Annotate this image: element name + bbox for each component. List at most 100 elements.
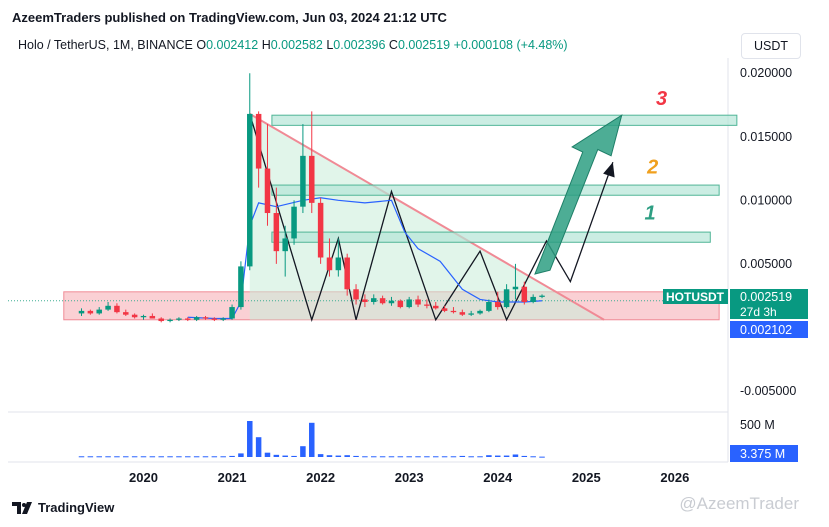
candle xyxy=(87,309,94,315)
volume-bar xyxy=(105,456,111,458)
candle-body xyxy=(300,155,306,207)
candle-body xyxy=(512,286,519,290)
candle-body xyxy=(167,319,173,322)
candle-body xyxy=(220,318,226,320)
candle-body xyxy=(229,307,235,319)
tradingview-logo-icon xyxy=(12,501,32,514)
candle-body xyxy=(247,113,253,267)
candle xyxy=(362,294,368,308)
symbol-name[interactable]: Holo / TetherUS, 1M, BINANCE xyxy=(18,38,193,52)
candle-body xyxy=(353,289,359,300)
candle xyxy=(167,318,173,323)
volume-bar xyxy=(96,456,102,458)
target-label-3: 3 xyxy=(656,88,667,110)
candle-body xyxy=(282,238,288,252)
candle xyxy=(459,309,466,316)
publisher-line: AzeemTraders published on TradingView.co… xyxy=(12,10,447,25)
candle-body xyxy=(424,304,430,306)
candle-body xyxy=(193,317,200,320)
volume-bar xyxy=(123,456,129,458)
candle xyxy=(486,299,492,313)
candle-body xyxy=(264,168,271,214)
last-price-tag xyxy=(730,289,808,319)
candle xyxy=(158,317,164,323)
high-value: 0.002582 xyxy=(270,38,323,52)
volume-bar xyxy=(539,456,545,458)
volume-bar xyxy=(229,455,235,457)
ma-price-text: 0.002102 xyxy=(740,323,792,337)
candle-body xyxy=(140,315,147,318)
candle xyxy=(282,225,288,277)
candle xyxy=(371,294,377,305)
candle-body xyxy=(362,299,368,302)
candle xyxy=(335,238,342,277)
currency-selector[interactable]: USDT xyxy=(741,33,801,59)
volume-bar xyxy=(371,456,377,458)
candle-body xyxy=(291,206,297,239)
volume-bar xyxy=(362,456,368,458)
candle xyxy=(255,111,262,188)
candle xyxy=(539,294,545,299)
ohlc-values: O0.002412 H0.002582 L0.002396 C0.002519 … xyxy=(196,38,567,52)
candle-body xyxy=(397,300,404,308)
candle xyxy=(309,111,315,214)
candle xyxy=(379,295,386,305)
volume-bar xyxy=(468,456,474,458)
candle-body xyxy=(158,318,164,322)
volume-bar xyxy=(397,456,404,458)
volume-bar xyxy=(282,455,288,457)
volume-bar xyxy=(432,456,439,458)
target-zone-3 xyxy=(271,114,738,126)
high-key: H xyxy=(261,38,271,52)
candle-body xyxy=(539,295,545,297)
volume-bar xyxy=(477,456,483,458)
target-label-2: 2 xyxy=(646,157,658,179)
candle xyxy=(397,299,404,309)
candle-body xyxy=(211,318,218,320)
candle-body xyxy=(371,298,377,302)
countdown-text: 27d 3h xyxy=(740,305,777,319)
volume-bar xyxy=(247,421,253,457)
descending-trendline xyxy=(249,113,605,321)
volume-bar xyxy=(406,456,412,458)
symbol-tag-text: HOTUSDT xyxy=(666,290,725,304)
candle xyxy=(300,124,306,214)
candle-body xyxy=(114,305,120,313)
volume-bar xyxy=(167,456,173,458)
x-tick-label: 2023 xyxy=(395,470,424,485)
volume-bar xyxy=(503,455,510,457)
candle xyxy=(468,310,474,316)
tradingview-logo[interactable]: TradingView xyxy=(12,500,114,515)
volume-bar xyxy=(140,456,147,458)
candle xyxy=(424,299,430,309)
change-value: +0.000108 (+4.48%) xyxy=(453,38,568,52)
volume-bar xyxy=(344,455,350,457)
target-zone-1 xyxy=(271,231,711,243)
volume-bar xyxy=(353,455,359,457)
candle xyxy=(264,124,271,226)
candle-body xyxy=(317,202,324,258)
candle-body xyxy=(105,305,111,310)
open-value: 0.002412 xyxy=(206,38,259,52)
candle-body xyxy=(450,310,457,313)
volume-bar xyxy=(530,456,536,458)
y-tick-label: -0.005000 xyxy=(740,384,796,398)
volume-bar xyxy=(512,454,519,457)
candle xyxy=(353,284,359,305)
close-value: 0.002519 xyxy=(397,38,451,52)
open-key: O xyxy=(196,38,207,52)
candle-body xyxy=(406,299,412,308)
volume-bar xyxy=(220,456,226,458)
volume-bar xyxy=(300,446,306,457)
candle-body xyxy=(149,315,156,319)
candle xyxy=(229,304,235,320)
volume-bar xyxy=(202,456,209,458)
candle xyxy=(415,295,421,308)
volume-bar xyxy=(450,456,457,458)
candle xyxy=(131,313,138,319)
candle-body xyxy=(494,301,501,308)
candle xyxy=(123,309,129,316)
volume-bar xyxy=(291,455,297,457)
candle xyxy=(105,301,111,311)
volume-bar xyxy=(388,456,395,458)
